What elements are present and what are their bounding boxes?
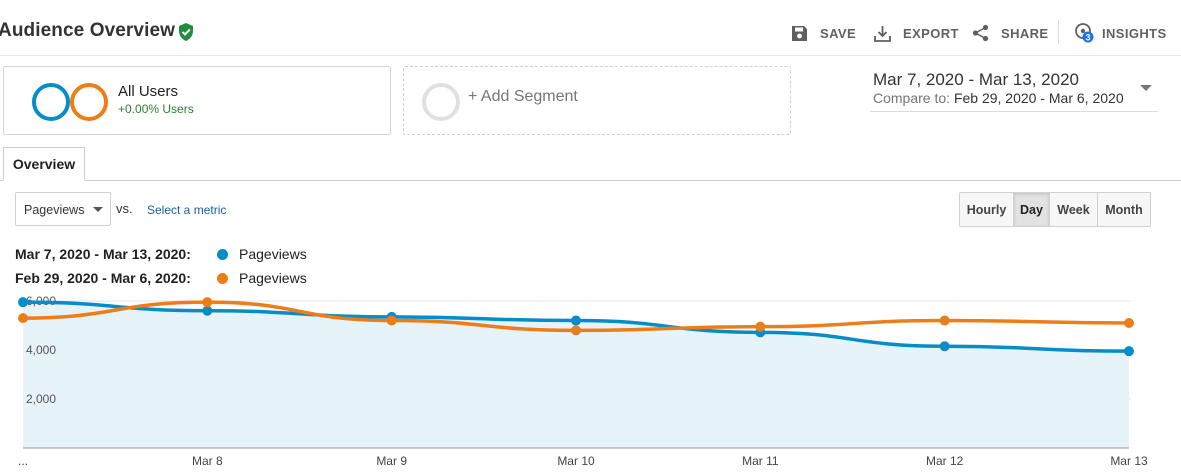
legend-current: Mar 7, 2020 - Mar 13, 2020: Pageviews — [15, 245, 307, 263]
share-icon — [972, 24, 989, 42]
empty-segment-circle-icon — [422, 83, 460, 121]
tab-divider — [0, 180, 1181, 181]
legend-previous: Feb 29, 2020 - Mar 6, 2020: Pageviews — [15, 269, 307, 287]
insights-button[interactable]: 3 INSIGHTS — [1074, 22, 1167, 44]
legend-metric-previous: Pageviews — [239, 270, 307, 286]
granularity-toggle: Hourly Day Week Month — [959, 192, 1151, 227]
legend-range-previous: Feb 29, 2020 - Mar 6, 2020: — [15, 270, 191, 286]
export-label: EXPORT — [903, 25, 959, 41]
segment-orange-circle-icon — [70, 83, 108, 121]
chevron-down-icon — [1140, 85, 1152, 91]
segment-all-users[interactable]: All Users +0.00% Users — [3, 66, 391, 135]
page-title: Audience Overview — [0, 20, 175, 41]
granularity-week-button[interactable]: Week — [1050, 193, 1098, 226]
share-button[interactable]: SHARE — [972, 22, 1049, 44]
verified-shield-icon — [179, 23, 193, 41]
segment-delta: +0.00% Users — [118, 102, 194, 116]
save-label: SAVE — [820, 25, 857, 41]
granularity-day-button[interactable]: Day — [1014, 193, 1050, 226]
save-button[interactable]: SAVE — [791, 22, 856, 44]
date-range-picker[interactable]: Mar 7, 2020 - Mar 13, 2020 Compare to: F… — [870, 68, 1158, 112]
x-tick-label: Mar 12 — [926, 454, 964, 468]
insights-icon: 3 — [1075, 23, 1094, 43]
header-divider — [1058, 20, 1059, 44]
segment-blue-circle-icon — [32, 83, 70, 121]
data-point-series1-5 — [939, 315, 950, 326]
date-range-primary: Mar 7, 2020 - Mar 13, 2020 — [873, 70, 1080, 89]
data-point-series1-1 — [202, 297, 213, 308]
vs-label: vs. — [116, 201, 133, 216]
page-header: Audience Overview SAVE EXPORT SHARE — [0, 0, 1181, 56]
select-metric-link[interactable]: Select a metric — [147, 203, 227, 217]
tab-overview[interactable]: Overview — [3, 147, 85, 181]
legend-metric-current: Pageviews — [239, 246, 307, 262]
compare-range: Feb 29, 2020 - Mar 6, 2020 — [953, 90, 1124, 106]
save-icon — [792, 25, 807, 41]
legend-range-current: Mar 7, 2020 - Mar 13, 2020: — [15, 246, 191, 262]
data-point-series1-0 — [18, 313, 28, 324]
add-segment-button[interactable]: + Add Segment — [403, 66, 791, 135]
y-tick-label: 2,000 — [26, 392, 56, 406]
export-button[interactable]: EXPORT — [874, 22, 959, 44]
chevron-down-icon — [93, 207, 103, 212]
segment-name: All Users — [118, 83, 179, 100]
granularity-hourly-button[interactable]: Hourly — [960, 193, 1014, 226]
compare-label: Compare to: — [873, 90, 951, 106]
insights-label: INSIGHTS — [1102, 25, 1167, 41]
legend-dot-orange-icon — [217, 272, 228, 284]
series-area-0 — [23, 302, 1129, 448]
data-point-series0-3 — [571, 315, 581, 326]
data-point-series1-6 — [1124, 318, 1134, 328]
y-tick-label: 4,000 — [26, 343, 56, 357]
x-tick-label: Mar 10 — [557, 454, 595, 468]
add-segment-label: + Add Segment — [468, 88, 578, 105]
data-point-series1-4 — [755, 321, 766, 332]
insights-badge: 3 — [1085, 33, 1090, 43]
x-tick-label: Mar 9 — [376, 454, 407, 468]
x-tick-label: Mar 8 — [192, 454, 223, 468]
data-point-series1-3 — [571, 325, 581, 336]
x-tick-label: Mar 13 — [1110, 454, 1148, 468]
date-range-compare: Compare to: Feb 29, 2020 - Mar 6, 2020 — [873, 90, 1124, 106]
x-tick-label: ... — [18, 454, 28, 468]
legend-dot-blue-icon — [217, 248, 228, 260]
data-point-series0-5 — [939, 341, 950, 352]
data-point-series0-1 — [202, 305, 213, 316]
granularity-month-button[interactable]: Month — [1098, 193, 1150, 226]
metric-select[interactable]: Pageviews — [15, 192, 111, 226]
metric-select-value: Pageviews — [24, 203, 85, 217]
share-label: SHARE — [1001, 25, 1049, 41]
data-point-series1-2 — [386, 315, 397, 326]
download-icon — [874, 25, 891, 42]
x-tick-label: Mar 11 — [742, 454, 779, 468]
data-point-series0-0 — [18, 297, 28, 308]
data-point-series0-6 — [1124, 346, 1134, 357]
